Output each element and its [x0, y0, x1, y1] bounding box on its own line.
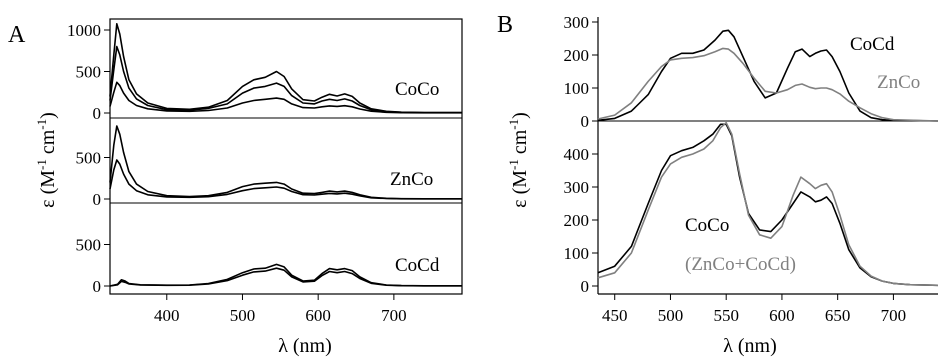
- y-tick-label: 300: [564, 13, 590, 32]
- series-label: CoCd: [850, 34, 895, 55]
- x-tick-label: 400: [154, 306, 180, 325]
- y-tick-label: 500: [76, 236, 102, 255]
- x-tick-label: 600: [769, 306, 795, 325]
- y-tick-label: 0: [93, 104, 102, 123]
- y-tick-label: 1000: [67, 21, 101, 40]
- x-tick-label: 550: [713, 306, 739, 325]
- series-line: [597, 121, 939, 287]
- series-label: CoCo: [685, 215, 729, 236]
- y-tick-label: 100: [564, 244, 590, 263]
- y-tick-label: 400: [564, 145, 590, 164]
- series-line: [109, 45, 462, 114]
- y-tick-label: 100: [564, 79, 590, 98]
- x-axis-title-b: λ (nm): [723, 335, 777, 357]
- panel-series-label: CoCd: [395, 255, 440, 276]
- x-tick-label: 700: [381, 306, 407, 325]
- x-tick-label: 500: [658, 306, 684, 325]
- x-tick-label: 650: [825, 306, 851, 325]
- series-line: [597, 29, 939, 122]
- series-line: [109, 81, 462, 114]
- panel-label-b: B: [497, 12, 513, 38]
- y-tick-label: 0: [581, 277, 590, 296]
- series-label: ZnCo: [877, 72, 920, 93]
- y-tick-label: 200: [564, 46, 590, 65]
- series-line: [109, 159, 462, 200]
- y-axis-title-a: ε (M-1 cm-1): [34, 112, 59, 208]
- series-line: [597, 47, 939, 122]
- panel-label-a: A: [8, 22, 26, 48]
- series-line: [109, 125, 462, 200]
- x-tick-label: 700: [881, 306, 907, 325]
- y-tick-label: 0: [93, 190, 102, 209]
- series-line: [597, 123, 939, 287]
- x-tick-label: 450: [602, 306, 628, 325]
- y-axis-title-b: ε (M-1 cm-1): [506, 112, 531, 208]
- series-line: [109, 23, 462, 114]
- x-tick-label: 600: [305, 306, 331, 325]
- y-tick-label: 0: [581, 112, 590, 131]
- y-tick-label: 500: [76, 63, 102, 82]
- panel-series-label: ZnCo: [390, 169, 433, 190]
- panel-series-label: CoCo: [395, 79, 439, 100]
- y-tick-label: 200: [564, 211, 590, 230]
- frame-panel-a: [109, 18, 463, 295]
- y-tick-label: 0: [93, 277, 102, 296]
- y-tick-label: 500: [76, 149, 102, 168]
- y-tick-label: 300: [564, 178, 590, 197]
- x-tick-label: 500: [230, 306, 256, 325]
- series-label: (ZnCo+CoCd): [685, 254, 796, 275]
- x-axis-title-a: λ (nm): [278, 335, 332, 357]
- series-line: [109, 267, 462, 287]
